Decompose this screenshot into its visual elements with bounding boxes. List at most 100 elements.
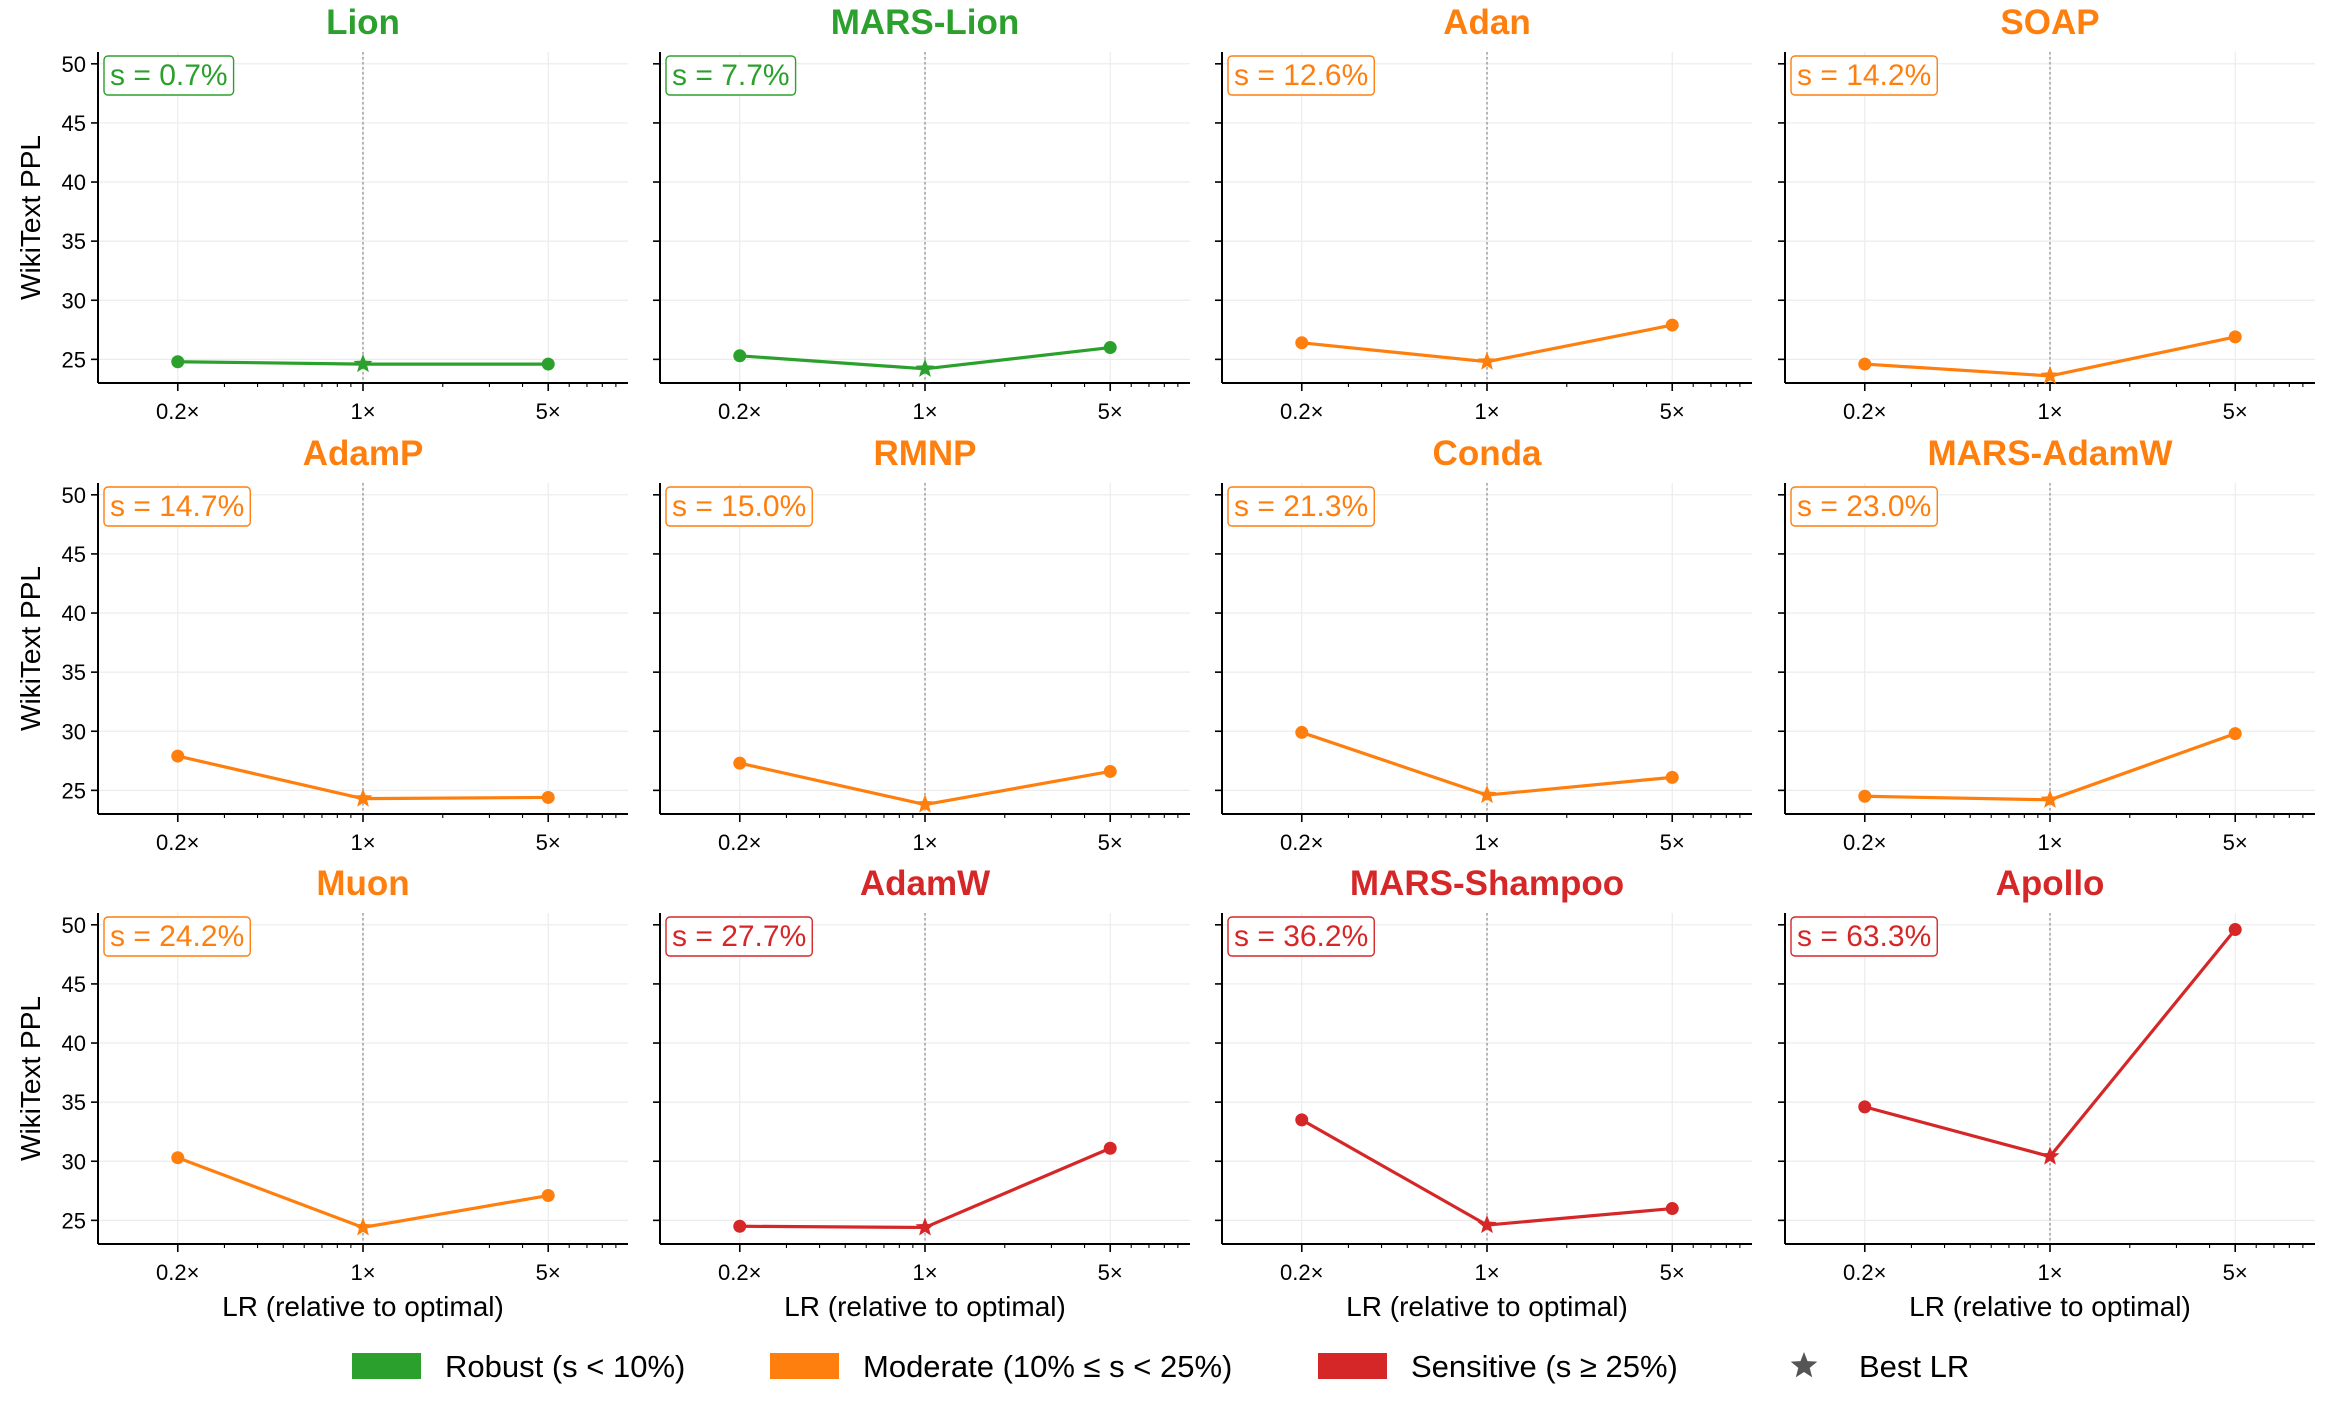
x-tick-label: 0.2× <box>718 830 761 855</box>
panel-adamw: 0.2× 1× 5× AdamW s = 27.7% LR (relative to op… <box>653 864 1190 1322</box>
x-axis-label: LR (relative to optimal) <box>1346 1291 1628 1322</box>
best-lr-star <box>1477 785 1497 804</box>
y-tick-label: 30 <box>62 719 86 744</box>
sensitivity-label: s = 23.0% <box>1797 490 1931 523</box>
y-tick-label: 30 <box>62 1149 86 1174</box>
y-tick-label: 30 <box>62 288 86 313</box>
panel-mars-lion: 0.2× 1× 5× MARS-Lion s = 7.7% <box>653 3 1190 424</box>
x-tick-label: 1× <box>1474 1260 1499 1285</box>
sensitivity-label: s = 36.2% <box>1234 920 1368 953</box>
x-tick-label: 0.2× <box>156 1260 199 1285</box>
x-tick-label: 5× <box>1660 399 1685 424</box>
x-tick-label: 1× <box>350 830 375 855</box>
legend-swatch-moderate <box>770 1353 839 1379</box>
x-tick-label: 0.2× <box>1280 399 1323 424</box>
panel-title: Adan <box>1443 3 1531 42</box>
sensitivity-box <box>1227 916 1375 957</box>
x-tick-label: 0.2× <box>1843 1260 1886 1285</box>
x-tick-label: 0.2× <box>1843 399 1886 424</box>
x-tick-label: 1× <box>1474 830 1499 855</box>
panel-title: RMNP <box>873 434 976 473</box>
panel-mars-shampoo: 0.2× 1× 5× MARS-Shampoo s = 36.2% LR (relativ… <box>1215 864 1752 1322</box>
y-axis-label: WikiText PPL <box>15 996 46 1161</box>
data-point <box>1295 336 1309 350</box>
data-point <box>171 749 185 763</box>
sensitivity-box <box>1227 55 1375 96</box>
x-tick-label: 0.2× <box>1280 1260 1323 1285</box>
data-point <box>541 1189 555 1203</box>
y-tick-label: 35 <box>62 660 86 685</box>
x-tick-label: 0.2× <box>1843 830 1886 855</box>
x-tick-label: 5× <box>2223 399 2248 424</box>
x-axis-label: LR (relative to optimal) <box>1909 1291 2191 1322</box>
panel-title: SOAP <box>2000 3 2099 42</box>
y-tick-label: 45 <box>62 111 86 136</box>
data-point <box>1665 770 1679 784</box>
best-lr-star <box>353 1217 373 1236</box>
data-point <box>1665 1202 1679 1216</box>
best-lr-star <box>915 794 935 813</box>
x-tick-label: 0.2× <box>718 1260 761 1285</box>
sensitivity-label: s = 0.7% <box>110 59 228 92</box>
y-tick-label: 50 <box>62 52 86 77</box>
x-tick-label: 1× <box>350 1260 375 1285</box>
sensitivity-box <box>103 55 235 96</box>
data-point <box>1103 764 1117 778</box>
sensitivity-box <box>103 486 251 527</box>
x-tick-label: 5× <box>1660 1260 1685 1285</box>
best-lr-star <box>1477 1215 1497 1234</box>
sensitivity-label: s = 14.7% <box>110 490 244 523</box>
x-tick-label: 0.2× <box>718 399 761 424</box>
x-tick-label: 5× <box>1098 830 1123 855</box>
panel-adan: 0.2× 1× 5× Adan s = 12.6% <box>1215 3 1752 424</box>
x-tick-label: 5× <box>536 1260 561 1285</box>
y-axis-label: WikiText PPL <box>15 135 46 300</box>
legend-label: Robust (s < 10%) <box>445 1349 685 1384</box>
y-tick-label: 35 <box>62 229 86 254</box>
panel-title: MARS-Shampoo <box>1350 864 1624 903</box>
sensitivity-label: s = 27.7% <box>672 920 806 953</box>
data-point <box>2228 330 2242 344</box>
y-tick-label: 40 <box>62 170 86 195</box>
data-point <box>2228 923 2242 937</box>
data-point <box>1665 318 1679 332</box>
data-point <box>2228 727 2242 741</box>
x-tick-label: 5× <box>1660 830 1685 855</box>
y-tick-label: 45 <box>62 972 86 997</box>
x-axis-label: LR (relative to optimal) <box>784 1291 1066 1322</box>
sensitivity-label: s = 7.7% <box>672 59 790 92</box>
panel-title: Conda <box>1433 434 1542 473</box>
x-tick-label: 0.2× <box>156 830 199 855</box>
panel-mars-adamw: 0.2× 1× 5× MARS-AdamW s = 23.0% <box>1778 434 2315 855</box>
legend-swatch-robust <box>352 1353 421 1379</box>
panel-title: MARS-Lion <box>831 3 1020 42</box>
panel-title: Lion <box>326 3 400 42</box>
legend: Robust (s < 10%) Moderate (10% ≤ s < 25%)… <box>352 1349 1969 1384</box>
data-point <box>541 790 555 804</box>
best-lr-star <box>915 1217 935 1236</box>
panel-lion: 25 30 35 40 45 50 0.2× 1× 5× Lion s = 0.7% WikiText… <box>15 3 628 424</box>
best-lr-star <box>2040 365 2060 384</box>
sensitivity-label: s = 24.2% <box>110 920 244 953</box>
sensitivity-box <box>1790 486 1938 527</box>
sensitivity-box <box>103 916 251 957</box>
panel-title: MARS-AdamW <box>1928 434 2173 473</box>
panel-soap: 0.2× 1× 5× SOAP s = 14.2% <box>1778 3 2315 424</box>
best-lr-star <box>2040 1146 2060 1165</box>
legend-label: Best LR <box>1859 1349 1969 1384</box>
x-tick-label: 0.2× <box>156 399 199 424</box>
panel-rmnp: 0.2× 1× 5× RMNP s = 15.0% <box>653 434 1190 855</box>
x-tick-label: 5× <box>536 399 561 424</box>
panel-apollo: 0.2× 1× 5× Apollo s = 63.3% LR (relative to o… <box>1778 864 2315 1322</box>
x-tick-label: 5× <box>1098 1260 1123 1285</box>
y-axis-label: WikiText PPL <box>15 566 46 731</box>
best-lr-star <box>1477 351 1497 370</box>
sensitivity-label: s = 63.3% <box>1797 920 1931 953</box>
panel-title: Muon <box>316 864 409 903</box>
x-tick-label: 1× <box>1474 399 1499 424</box>
panel-title: AdamW <box>860 864 990 903</box>
sensitivity-label: s = 12.6% <box>1234 59 1368 92</box>
x-tick-label: 1× <box>350 399 375 424</box>
y-tick-label: 45 <box>62 542 86 567</box>
